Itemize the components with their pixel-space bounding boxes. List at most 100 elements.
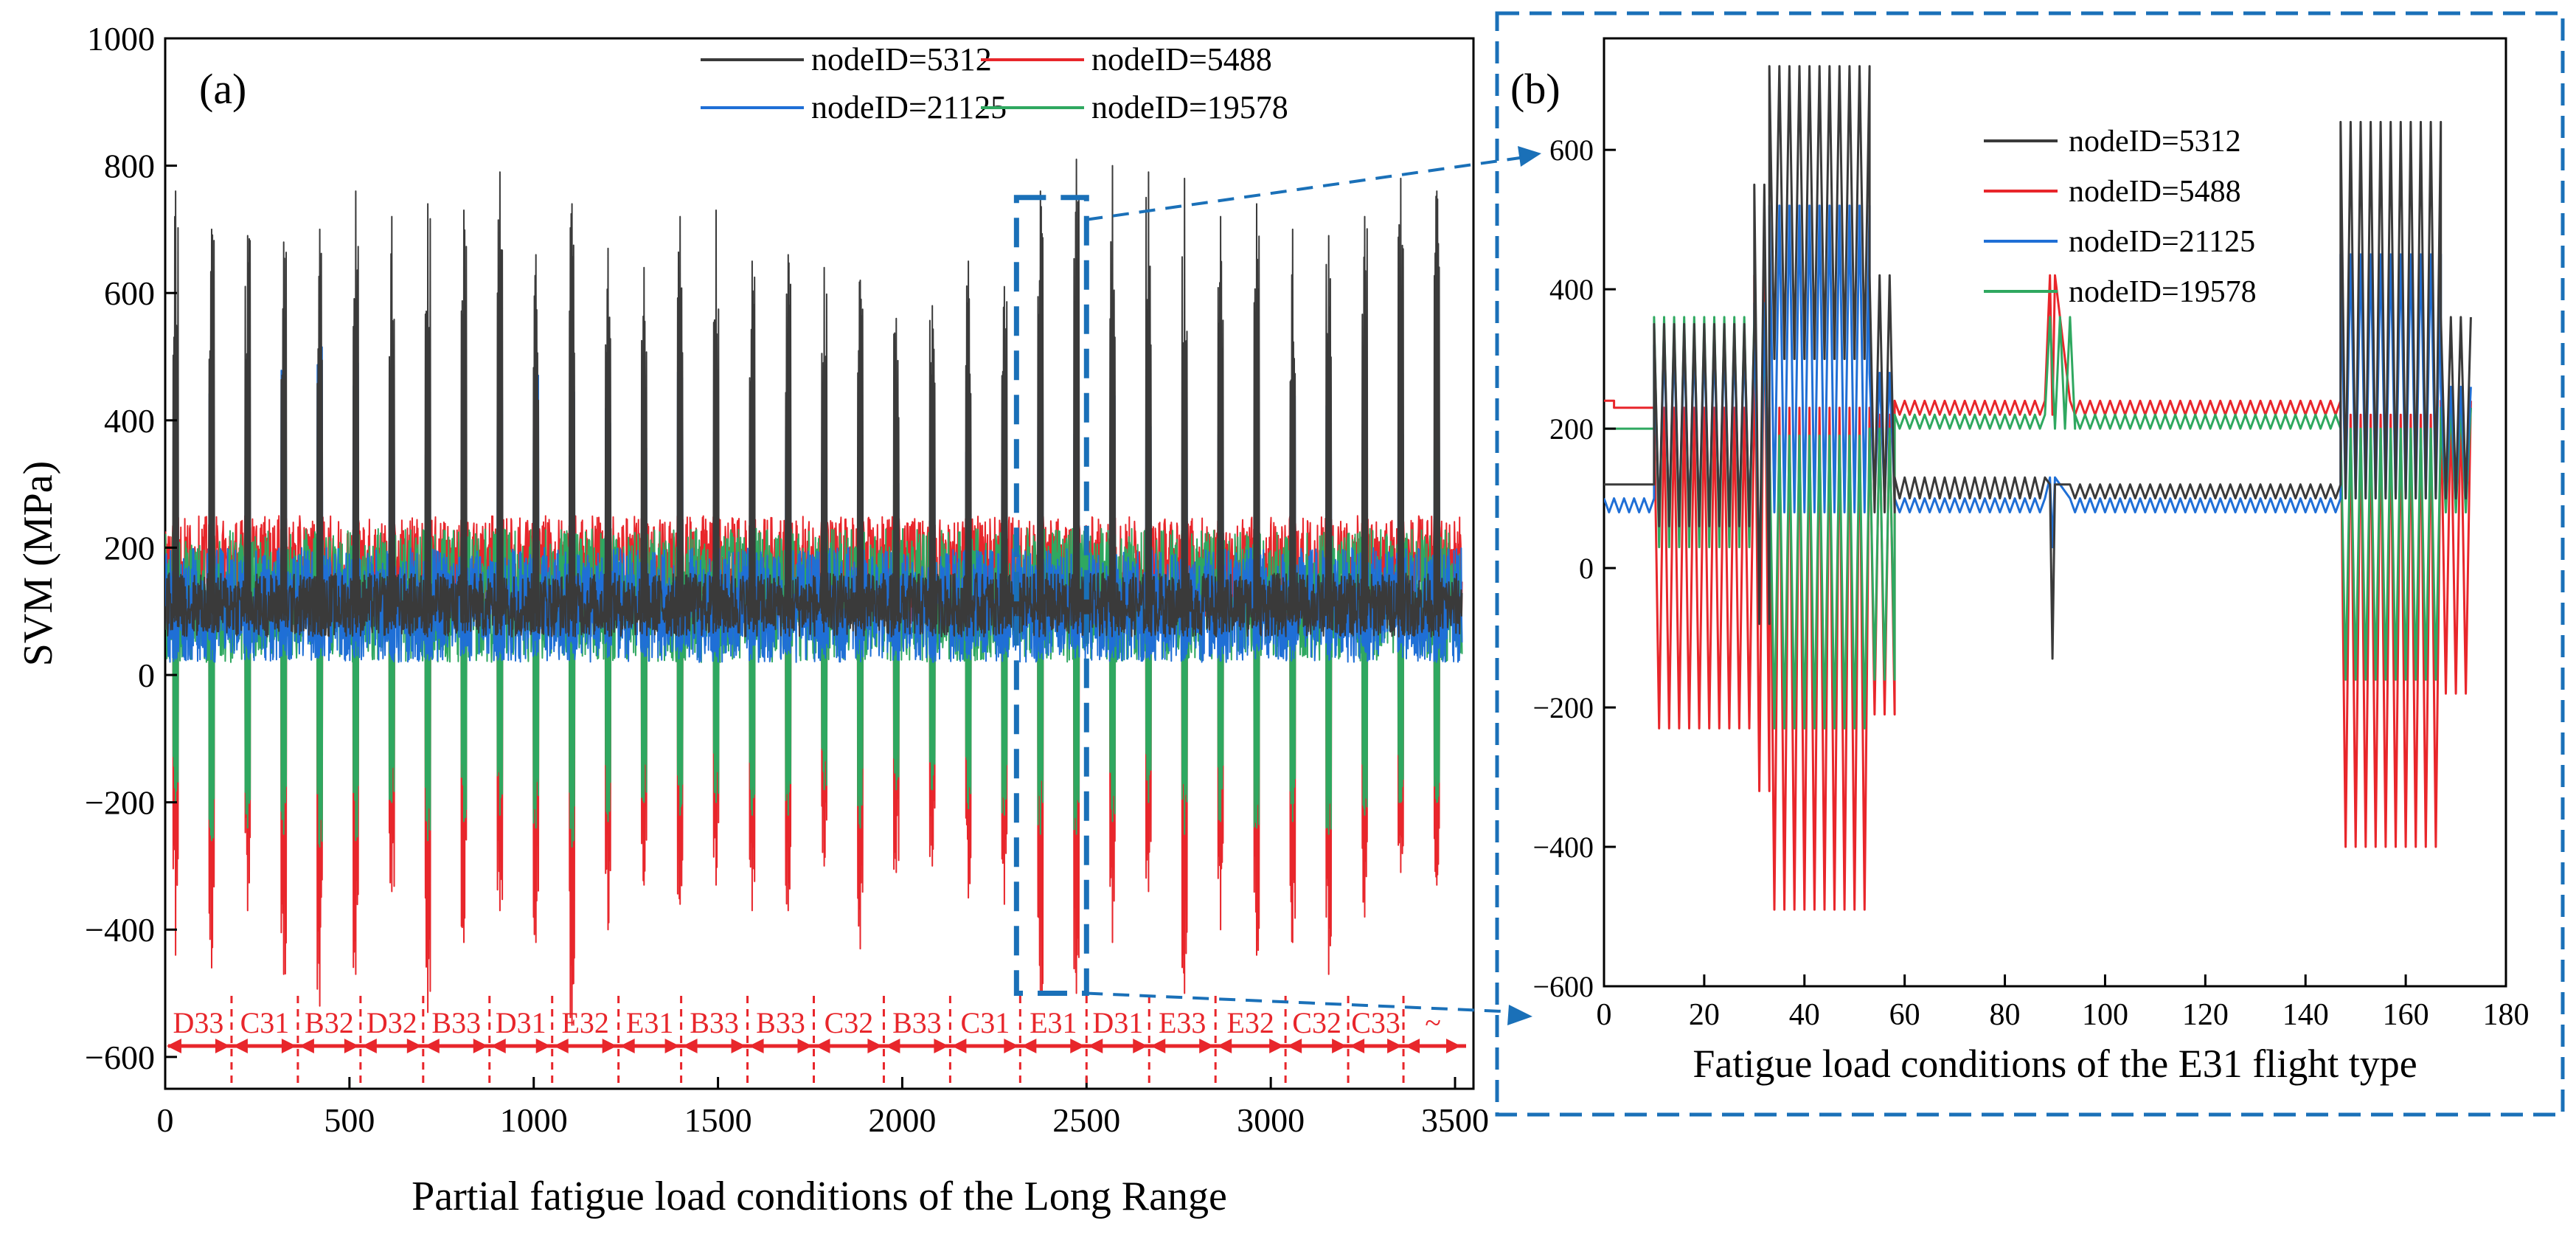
y-tick-label: 800 [104,148,155,185]
segment-label: D31 [496,1006,546,1039]
segment-arrowhead [1021,1039,1037,1053]
callout-line-top [1086,155,1531,221]
x-tick-label-b: 60 [1889,998,1920,1032]
segment-arrowhead [490,1039,506,1053]
segment-label: C31 [240,1006,290,1039]
x-tick-label-b: 80 [1990,998,2021,1032]
segment-arrowhead [1070,1039,1086,1053]
series-line-b-0 [1604,65,2472,660]
x-tick-label: 0 [157,1101,174,1139]
y-tick-label-b: −600 [1532,970,1594,1003]
y-tick-label-b: −200 [1532,691,1594,724]
segment-arrowhead [749,1039,764,1053]
segment-label: B32 [305,1006,354,1039]
segment-label: C32 [1292,1006,1341,1039]
callout-line-bottom [1086,991,1520,1014]
segment-arrowhead [1088,1039,1103,1053]
x-tick-label-b: 140 [2282,998,2329,1032]
y-tick-label-b: 600 [1549,134,1594,167]
segment-arrowhead [1446,1039,1462,1053]
segment-arrowhead [664,1039,680,1053]
y-tick-label: 1000 [87,20,155,58]
segment-label: E31 [626,1006,673,1039]
segment-arrowhead [232,1039,248,1053]
segment-arrowhead [1269,1039,1285,1053]
segment-label: B33 [431,1006,481,1039]
segment-arrowhead [1217,1039,1232,1053]
segment-label: E32 [1226,1006,1274,1039]
y-tick-label: −200 [85,784,155,822]
panel-b-frame [1495,11,2565,1117]
segment-arrowhead [361,1039,377,1053]
callout-arrowhead-bottom [1507,1005,1532,1025]
segment-label: E33 [1159,1006,1206,1039]
y-tick-label: 200 [104,529,155,567]
panel-a: −600 −400 −200 0 200 400 600 800 1000 0 500 1000 150… [15,20,1489,1219]
y-tick-label-b: −400 [1532,831,1594,864]
y-tick-label: −600 [85,1039,155,1076]
plot-lines-b [1604,65,2472,911]
segment-label: D31 [1092,1006,1143,1039]
segment-label: C31 [961,1006,1010,1039]
y-tick-label-b: 0 [1579,552,1594,585]
segment-arrowhead [1350,1039,1365,1053]
segment-arrowhead [885,1039,900,1053]
legend-label-b: nodeID=5488 [2069,175,2241,209]
panel-b: −600 −400 −200 0 200 400 600 0 20 40 60 80 100 120 140… [1510,37,2530,1086]
segment-label: B33 [756,1006,805,1039]
segment-label: E32 [561,1006,608,1039]
segment-arrowhead [167,1039,181,1053]
y-tick-label-b: 200 [1549,412,1594,446]
segment-arrowhead [1004,1039,1019,1053]
segment-arrowhead [619,1039,635,1053]
segment-arrowhead [344,1039,359,1053]
y-tick-label: 400 [104,402,155,440]
panel-label-a: (a) [199,65,246,113]
segment-arrowhead [553,1039,569,1053]
segment-arrowhead [1133,1039,1148,1053]
segment-arrowhead [1405,1039,1420,1053]
x-tick-label-b: 40 [1789,998,1820,1032]
segment-arrowhead [731,1039,746,1053]
segment-label: D32 [367,1006,417,1039]
legend-label-b: nodeID=5312 [2069,125,2241,159]
segment-arrowhead [215,1039,230,1053]
plot-lines-a [165,159,1463,1026]
x-axis-title-b: Fatigue load conditions of the E31 fligh… [1693,1042,2417,1086]
x-tick-label-b: 120 [2182,998,2229,1032]
x-tick-label-b: 20 [1689,998,1720,1032]
x-tick-label-b: 0 [1597,998,1612,1032]
x-tick-label: 3500 [1421,1101,1489,1139]
segment-arrowhead [1332,1039,1347,1053]
x-tick-label: 2000 [868,1101,936,1139]
segment-label: B33 [892,1006,942,1039]
y-axis-title: SVM (MPa) [15,461,61,666]
panel-label-b: (b) [1510,65,1560,113]
x-axis-title: Partial fatigue load conditions of the L… [412,1174,1227,1219]
segment-label: E31 [1030,1006,1077,1039]
x-tick-label-b: 160 [2383,998,2429,1032]
x-tick-label: 2500 [1052,1101,1120,1139]
x-tick-label: 3000 [1237,1101,1305,1139]
segment-label: B33 [690,1006,739,1039]
legend-label: nodeID=19578 [1091,89,1288,125]
segment-arrowhead [424,1039,440,1053]
x-tick-label: 500 [324,1101,375,1139]
segment-arrowhead [535,1039,551,1053]
segment-arrowhead [1199,1039,1215,1053]
segment-arrowhead [1287,1039,1302,1053]
segment-label: ~ [1425,1006,1441,1039]
x-tick-label: 1000 [500,1101,568,1139]
segment-arrowhead [682,1039,698,1053]
segment-arrowhead [934,1039,949,1053]
segment-label: C32 [824,1006,874,1039]
legend-label: nodeID=21125 [811,89,1007,125]
x-tick-label-b: 180 [2483,998,2530,1032]
segment-arrowhead [281,1039,296,1053]
x-tick-label-b: 100 [2082,998,2128,1032]
segment-arrowhead [602,1039,617,1053]
legend-label: nodeID=5312 [811,41,992,77]
series-line-0 [165,159,1463,638]
segment-arrowhead [951,1039,967,1053]
